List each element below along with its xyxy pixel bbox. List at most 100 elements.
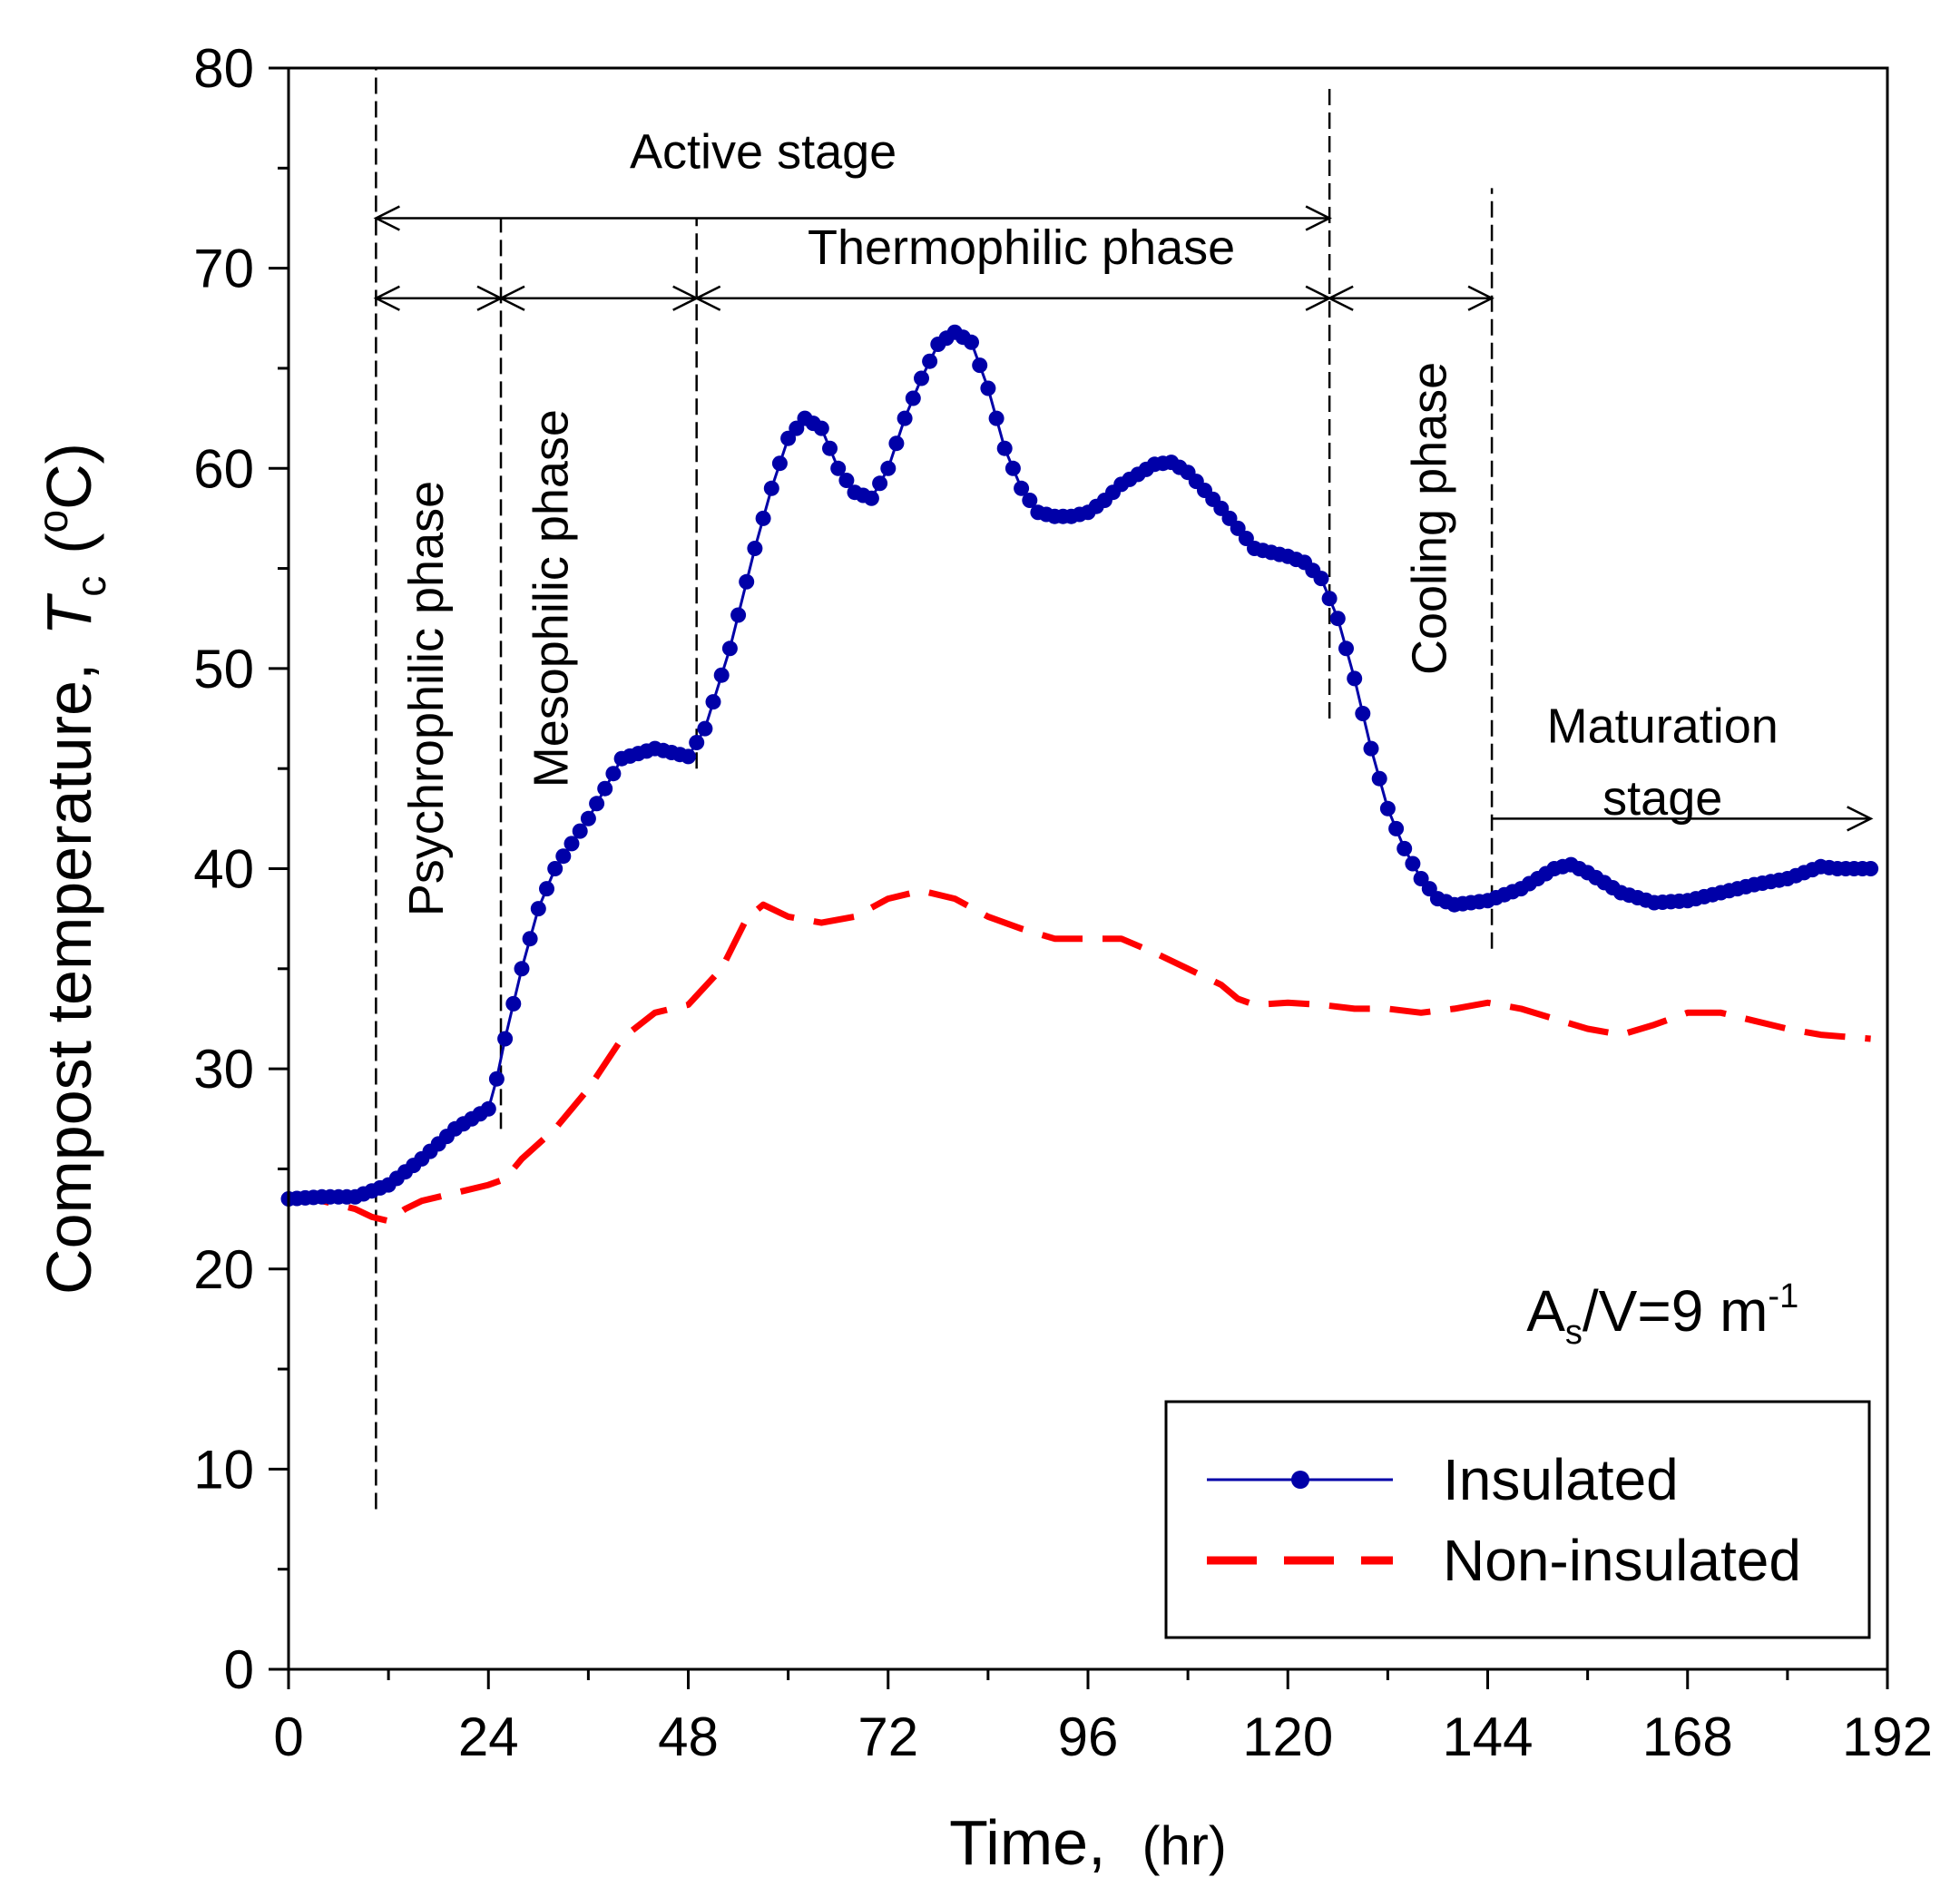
insulated-point [863,490,879,506]
surface-volume-annotation: As/V=9 m-1 [1526,1277,1798,1352]
annotation-prefix: A [1526,1278,1565,1344]
insulated-point [996,440,1013,456]
cooling-phase-label: Cooling phase [1403,362,1457,675]
legend-label-non-insulated: Non-insulated [1443,1528,1801,1593]
arrow-head [1847,806,1874,832]
legend-marker-insulated [1291,1471,1309,1489]
insulated-point [547,861,564,876]
insulated-point [1379,800,1396,816]
x-axis-title-text: Time, [949,1807,1105,1878]
insulated-point [988,410,1004,426]
insulated-point [580,810,596,826]
insulated-point [1863,861,1879,876]
x-axis-title: Time, (hr) [949,1807,1227,1878]
y-axis-title-unit-close: C) [34,443,104,510]
insulated-point [564,836,580,852]
insulated-point [681,748,696,765]
insulated-point [488,1071,505,1087]
y-axis-title-subscript: c [67,576,114,597]
insulated-point [530,901,546,917]
y-axis-title-unit-open: ( [34,533,104,553]
insulated-point [830,460,847,476]
y-tick-label: 20 [193,1239,254,1300]
y-tick-label: 40 [193,839,254,900]
arrow-head [498,285,525,311]
arrow-head [1305,205,1332,231]
x-tick-label: 48 [658,1706,719,1767]
insulated-point [589,796,605,812]
arrow-head [693,285,721,311]
insulated-point [721,640,738,657]
insulated-point [1014,480,1030,496]
arrow-head [1327,285,1354,311]
mesophilic-phase-label: Mesophilic phase [524,409,578,787]
thermophilic-phase-label: Thermophilic phase [808,220,1235,275]
annotation-superscript: -1 [1768,1277,1798,1315]
maturation-stage-label-line1: Maturation [1547,699,1779,754]
insulated-point [505,995,522,1012]
insulated-point [522,931,538,947]
insulated-point [964,334,979,350]
insulated-point [730,607,747,623]
insulated-point [605,766,622,782]
x-axis-title-unit: (hr) [1142,1815,1227,1876]
arrow-head [373,205,400,231]
insulated-point [1004,460,1021,476]
insulated-point [813,420,829,436]
insulated-point [897,410,913,426]
insulated-point [1329,611,1346,627]
insulated-point [1321,591,1338,607]
y-tick-label: 70 [193,239,254,299]
x-tick-label: 144 [1442,1706,1533,1767]
legend-box [1164,1400,1871,1639]
insulated-point [739,573,755,590]
y-tick-label: 30 [193,1039,254,1100]
insulated-point [880,460,897,476]
y-axis-title: Compost temperature, Tc (oC) [29,443,114,1295]
x-axis-ticks: 0 24 48 72 96 120 144 168 192 [273,1669,1933,1767]
y-tick-label: 0 [224,1639,254,1700]
insulated-point [597,780,613,797]
insulated-point [713,667,730,683]
y-tick-label: 50 [193,639,254,699]
x-tick-label: 192 [1842,1706,1933,1767]
x-tick-label: 24 [458,1706,519,1767]
insulated-point [838,473,855,488]
insulated-point [922,353,938,369]
insulated-point [572,823,588,839]
insulated-point [888,435,905,452]
arrow-head [1467,285,1494,311]
insulated-point [1388,820,1405,836]
insulated-point [972,357,988,374]
insulated-point [771,455,788,472]
y-tick-label: 10 [193,1439,254,1500]
x-tick-label: 168 [1642,1706,1733,1767]
x-tick-label: 0 [273,1706,303,1767]
y-tick-label: 60 [193,438,254,499]
insulated-point [763,480,779,496]
insulated-point [555,848,572,865]
insulated-point [1405,856,1421,872]
phase-boundary-lines [375,68,1494,1510]
plot-area: 0 24 48 72 96 120 144 168 192 0 10 20 30 40 50 60 70 80 [193,38,1933,1767]
legend-label-insulated: Insulated [1443,1447,1679,1512]
series-line-non-insulated [288,887,1871,1225]
legend: Insulated Non-insulated [1164,1400,1871,1639]
psychrophilic-phase-label: Psychrophilic phase [399,481,454,916]
insulated-point [514,961,530,977]
insulated-point [1022,493,1038,508]
y-tick-label: 80 [193,38,254,99]
insulated-point [755,510,771,526]
y-axis-title-text: Compost temperature, [34,663,104,1295]
insulated-point [1363,740,1379,757]
y-axis-title-unit-degree: o [29,510,76,533]
insulated-point [1355,706,1371,721]
x-tick-label: 120 [1242,1706,1333,1767]
y-axis-title-symbol: T [34,593,104,636]
insulated-point [905,390,921,406]
annotation-subscript: s [1565,1314,1583,1352]
insulated-point [1396,840,1413,856]
x-tick-label: 96 [1058,1706,1119,1767]
insulated-point [980,380,996,396]
